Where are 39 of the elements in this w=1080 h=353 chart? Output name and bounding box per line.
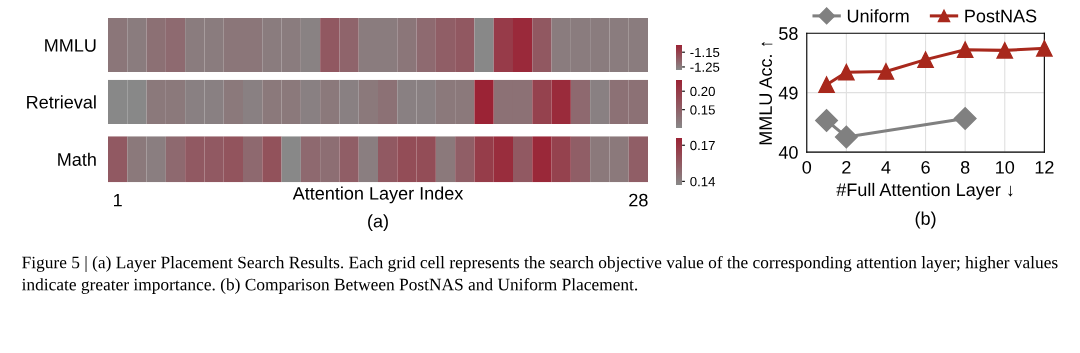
x-tick-label: 28 <box>629 193 648 207</box>
x-tick-label: 10 <box>996 160 1015 174</box>
x-tick-label: 12 <box>1035 160 1054 174</box>
point <box>996 42 1014 59</box>
y-tick-label: Retrieval <box>27 95 96 109</box>
text: (a) <box>368 214 388 232</box>
legend-label: PostNAS <box>965 9 1037 23</box>
x-axis-title: Attention Layer Index <box>292 186 464 204</box>
point <box>834 125 858 149</box>
caption: Figure 5 | (a) Layer Placement Search Results. Each grid cell represents the search objective value of the corresponding attention layer; higher values indicate greater importance. (b) Comparison Between PostNAS and Uniform Placement. <box>21 255 1058 294</box>
color-bar-label: 0.14 <box>690 176 716 187</box>
x-axis-title: #Full Attention Layer ↓ <box>836 182 1013 200</box>
y-tick-label: Math <box>58 152 96 166</box>
point <box>877 63 895 80</box>
x-tick-label: 0 <box>802 160 812 174</box>
x-tick-label: 6 <box>921 160 930 174</box>
x-tick-label: 8 <box>960 160 970 174</box>
color-bar-label: 0.20 <box>690 86 715 97</box>
point <box>815 108 839 132</box>
point <box>956 41 974 59</box>
point <box>953 106 977 130</box>
point <box>1036 40 1053 57</box>
x-tick-label: 1 <box>114 193 122 207</box>
y-tick-label: 49 <box>778 86 798 100</box>
color-bar-label: -1.25 <box>690 62 720 72</box>
x-tick-label: 2 <box>842 160 851 174</box>
y-tick-label: 40 <box>778 146 798 159</box>
x-tick-label: 4 <box>881 161 891 174</box>
legend-label: Uniform <box>847 9 909 23</box>
color-bar-label: 0.15 <box>690 105 715 115</box>
y-axis-title: MMLU Acc. ↑ <box>759 41 773 145</box>
point <box>818 76 835 94</box>
y-tick-label: MMLU <box>45 39 96 52</box>
color-bar-label: 0.17 <box>690 140 715 151</box>
point <box>838 63 855 81</box>
color-bar-label: -1.15 <box>690 47 720 58</box>
point <box>917 51 934 68</box>
y-tick-label: 58 <box>779 27 798 40</box>
text: (b) <box>915 211 936 229</box>
